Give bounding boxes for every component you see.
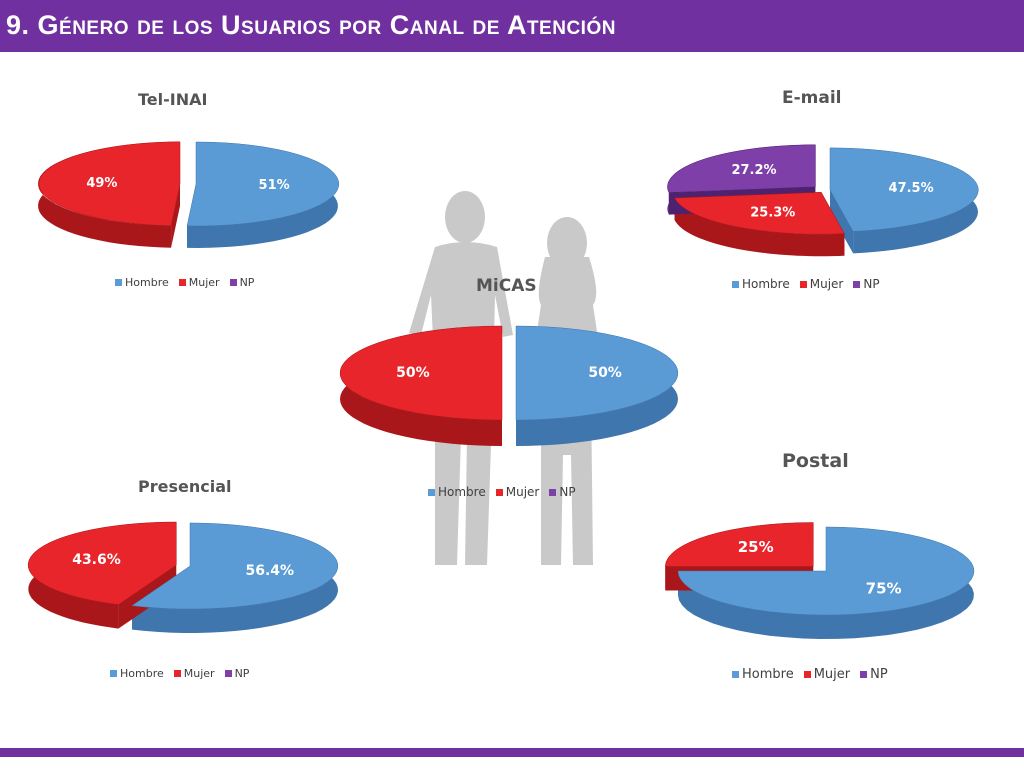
- pie-micas: 50% 50%: [339, 325, 679, 446]
- legend-label-mujer: Mujer: [813, 667, 851, 682]
- legend-label-mujer: Mujer: [183, 667, 215, 680]
- header-bar: 9. Género de los Usuarios por Canal de A…: [0, 0, 1024, 52]
- data-label-np: 27.2%: [731, 163, 776, 178]
- legend-email: Hombre Mujer NP: [732, 277, 880, 291]
- pie-slice-hombre: [186, 141, 340, 227]
- chart-title-postal: Postal: [782, 450, 849, 472]
- data-label-mujer: 25%: [738, 538, 774, 556]
- chart-title-email: E-mail: [782, 88, 842, 108]
- legend-item-np: NP: [229, 276, 255, 289]
- pie-slice-hombre: [515, 325, 679, 421]
- pie-postal: 75% 25%: [665, 522, 975, 639]
- data-label-mujer: 25.3%: [750, 206, 795, 221]
- chart-title-micas: MiCAS: [476, 276, 537, 296]
- legend-item-mujer: Mujer: [799, 277, 844, 291]
- legend-item-mujer: Mujer: [495, 485, 540, 499]
- pie-slice-mujer: [674, 191, 845, 235]
- data-label-mujer: 50%: [396, 365, 430, 381]
- pie-slice-hombre: [829, 147, 979, 232]
- legend-label-hombre: Hombre: [125, 276, 169, 289]
- legend-item-hombre: Hombre: [115, 276, 169, 289]
- legend-swatch-np: [224, 670, 232, 677]
- data-label-hombre: 47.5%: [889, 181, 934, 196]
- legend-swatch-np: [229, 279, 237, 286]
- legend-swatch-np: [860, 671, 868, 678]
- pie-wall-mujer: [171, 183, 181, 248]
- legend-swatch-mujer: [803, 671, 811, 678]
- pie-side-mujer: [674, 198, 845, 257]
- pie-slice-hombre: [131, 522, 339, 610]
- legend-swatch-mujer: [173, 670, 181, 677]
- legend-label-np: NP: [559, 485, 576, 499]
- pie-slice-mujer: [339, 325, 503, 421]
- data-label-mujer: 49%: [86, 176, 117, 191]
- legend-label-np: NP: [239, 276, 255, 289]
- pie-slice-mujer: [38, 141, 181, 226]
- legend-postal: Hombre Mujer NP: [732, 667, 888, 682]
- legend-item-np: NP: [224, 667, 250, 680]
- legend-item-mujer: Mujer: [803, 667, 851, 682]
- legend-item-np: NP: [853, 277, 880, 291]
- legend-swatch-hombre: [115, 279, 122, 286]
- legend-label-hombre: Hombre: [742, 277, 790, 291]
- pie-slice-mujer: [665, 522, 814, 567]
- chart-title-presencial: Presencial: [138, 477, 232, 496]
- chart-title-tel-inai: Tel-INAI: [138, 90, 208, 109]
- legend-swatch-mujer: [799, 280, 807, 288]
- legend-label-hombre: Hombre: [438, 485, 486, 499]
- pie-slice-hombre: [677, 526, 975, 616]
- legend-swatch-mujer: [495, 488, 503, 496]
- legend-micas: Hombre Mujer NP: [428, 485, 576, 499]
- legend-tel-inai: Hombre Mujer NP: [115, 276, 254, 289]
- legend-item-hombre: Hombre: [428, 485, 486, 499]
- pie-email: 47.5% 25.3% 27.2%: [667, 144, 979, 257]
- data-label-hombre: 75%: [866, 580, 902, 598]
- legend-presencial: Hombre Mujer NP: [110, 667, 249, 680]
- legend-item-hombre: Hombre: [110, 667, 164, 680]
- pie-presencial: 56.4% 43.6%: [27, 521, 339, 633]
- legend-label-mujer: Mujer: [505, 485, 540, 499]
- pie-wall-hombre: [829, 189, 854, 254]
- legend-swatch-hombre: [732, 280, 739, 288]
- legend-swatch-np: [853, 280, 861, 288]
- legend-swatch-hombre: [428, 488, 435, 496]
- legend-swatch-hombre: [732, 671, 739, 678]
- legend-swatch-np: [549, 488, 557, 496]
- data-label-hombre: 56.4%: [246, 563, 295, 579]
- data-label-mujer: 43.6%: [72, 552, 121, 568]
- legend-item-mujer: Mujer: [173, 667, 215, 680]
- pie-slice-np: [667, 144, 816, 193]
- footer-bar: [0, 748, 1024, 757]
- pie-tel: 51% 49%: [38, 141, 340, 248]
- legend-label-np: NP: [234, 667, 250, 680]
- legend-label-mujer: Mujer: [809, 277, 844, 291]
- data-label-hombre: 50%: [588, 365, 622, 381]
- data-label-hombre: 51%: [259, 178, 290, 193]
- legend-item-hombre: Hombre: [732, 277, 790, 291]
- legend-label-hombre: Hombre: [120, 667, 164, 680]
- legend-item-np: NP: [860, 667, 888, 682]
- legend-label-np: NP: [863, 277, 880, 291]
- pie-slice-mujer: [27, 521, 177, 605]
- legend-label-np: NP: [870, 667, 888, 682]
- page-title: 9. Género de los Usuarios por Canal de A…: [6, 10, 616, 40]
- legend-item-mujer: Mujer: [178, 276, 220, 289]
- legend-item-hombre: Hombre: [732, 667, 794, 682]
- legend-swatch-hombre: [110, 670, 117, 677]
- legend-label-hombre: Hombre: [742, 667, 794, 682]
- legend-item-np: NP: [549, 485, 576, 499]
- legend-label-mujer: Mujer: [188, 276, 220, 289]
- legend-swatch-mujer: [178, 279, 186, 286]
